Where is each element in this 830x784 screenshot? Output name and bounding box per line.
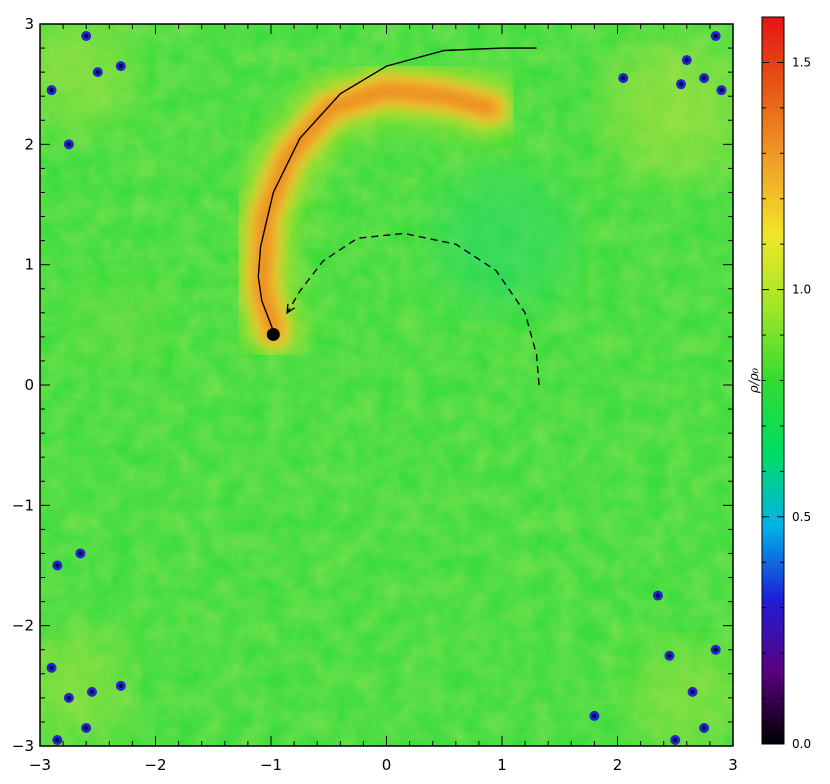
density-region xyxy=(631,642,733,746)
y-tick-label: −3 xyxy=(12,737,34,755)
low-density-spot xyxy=(687,686,698,697)
x-tick-label: −3 xyxy=(29,756,51,774)
y-tick-label: 2 xyxy=(24,135,34,153)
axis-ticks: −3 −2 −1 0 1 2 3 −3 −2 −1 0 1 2 3 xyxy=(12,15,738,774)
low-density-spot xyxy=(52,734,63,745)
low-density-spot xyxy=(75,548,86,559)
low-density-spot xyxy=(676,79,687,90)
low-density-spot xyxy=(710,644,721,655)
low-density-spot xyxy=(63,692,74,703)
low-density-spot xyxy=(652,590,663,601)
low-density-spot xyxy=(115,61,126,72)
low-density-spot xyxy=(681,55,692,66)
orbit-arrow-head xyxy=(286,303,296,315)
colorbar-title: ρ/ρ₀ xyxy=(747,367,762,394)
low-density-spot xyxy=(710,31,721,42)
x-tick-label: 2 xyxy=(613,756,623,774)
perturber-point xyxy=(266,327,280,341)
orbit-curves xyxy=(257,47,540,386)
low-density-spot xyxy=(52,560,63,571)
low-density-spot xyxy=(664,650,675,661)
density-region xyxy=(80,284,161,365)
y-tick-label: −1 xyxy=(12,496,34,514)
x-tick-label: −2 xyxy=(144,756,166,774)
y-tick-label: −2 xyxy=(12,617,34,635)
low-density-spot xyxy=(618,73,629,84)
colorbar-tick-label: 0.5 xyxy=(792,510,811,524)
x-tick-label: 1 xyxy=(497,756,507,774)
arm-core xyxy=(253,82,499,339)
low-density-spot xyxy=(92,67,103,78)
low-density-spot xyxy=(716,85,727,96)
low-density-spot xyxy=(86,686,97,697)
low-density-spot xyxy=(699,722,710,733)
low-density-spot xyxy=(46,662,57,673)
y-tick-label: 1 xyxy=(24,256,34,274)
low-density-spot xyxy=(63,139,74,150)
density-region xyxy=(40,24,135,133)
low-density-spot xyxy=(46,85,57,96)
low-density-spot xyxy=(81,722,92,733)
density-region xyxy=(432,170,572,311)
colorbar: 0.0 0.5 1.0 1.5 ρ/ρ₀ xyxy=(747,16,811,751)
low-density-spot xyxy=(589,710,600,721)
dashed-orbit-curve xyxy=(286,232,540,386)
low-density-spot xyxy=(115,680,126,691)
colorbar-tick-label: 1.0 xyxy=(792,283,811,297)
solid-orbit-curve xyxy=(257,47,537,332)
colorbar-tick-label: 1.5 xyxy=(792,55,811,69)
x-tick-label: −1 xyxy=(260,756,282,774)
density-region xyxy=(605,38,733,179)
density-region xyxy=(40,630,130,741)
colorbar-tick-label: 0.0 xyxy=(792,737,811,751)
low-density-spot xyxy=(670,734,681,745)
low-density-spot xyxy=(699,73,710,84)
low-density-spot xyxy=(81,31,92,42)
x-tick-label: 3 xyxy=(728,756,738,774)
y-tick-label: 0 xyxy=(24,376,34,394)
density-heatmap xyxy=(40,24,733,746)
y-tick-label: 3 xyxy=(24,15,34,33)
x-tick-label: 0 xyxy=(382,756,392,774)
